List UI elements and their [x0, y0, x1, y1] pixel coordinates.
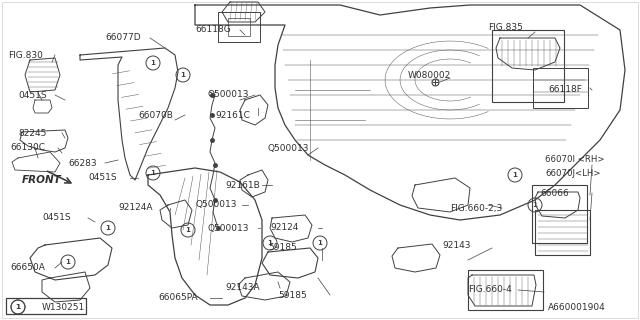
Text: Q500013: Q500013 — [195, 201, 237, 210]
Text: 1: 1 — [186, 227, 191, 233]
Text: 66118G: 66118G — [195, 26, 231, 35]
Bar — [468, 270, 543, 310]
Text: 66070J<LH>: 66070J<LH> — [545, 169, 600, 178]
Text: 92143: 92143 — [442, 241, 470, 250]
Text: 59185: 59185 — [278, 291, 307, 300]
Text: 1: 1 — [65, 259, 70, 265]
Text: FIG.830: FIG.830 — [8, 51, 43, 60]
Text: 66283: 66283 — [68, 158, 97, 167]
Text: 66070B: 66070B — [138, 110, 173, 119]
Text: FIG.660-2,3: FIG.660-2,3 — [450, 204, 502, 212]
Bar — [492, 30, 564, 102]
Text: 1: 1 — [150, 60, 156, 66]
Text: A660001904: A660001904 — [548, 303, 605, 313]
Text: 0451S: 0451S — [18, 91, 47, 100]
Text: W130251: W130251 — [42, 303, 85, 313]
Text: 92124A: 92124A — [118, 204, 152, 212]
Text: FIG.835: FIG.835 — [488, 23, 523, 33]
Bar — [218, 12, 260, 42]
Text: 1: 1 — [532, 202, 538, 208]
Text: 66650A: 66650A — [10, 263, 45, 273]
Text: 92161C: 92161C — [215, 110, 250, 119]
Text: Q500013: Q500013 — [208, 91, 250, 100]
Text: 92124: 92124 — [270, 223, 298, 233]
Text: 82245: 82245 — [18, 129, 46, 138]
Text: 1: 1 — [15, 304, 20, 310]
Text: 1: 1 — [317, 240, 323, 246]
Bar — [532, 185, 587, 243]
Text: Q500013: Q500013 — [268, 143, 310, 153]
Text: 1: 1 — [106, 225, 111, 231]
Text: 92161B: 92161B — [225, 180, 260, 189]
Text: 1: 1 — [150, 170, 156, 176]
Text: FRONT: FRONT — [22, 175, 61, 185]
Text: 59185: 59185 — [268, 244, 297, 252]
Text: 92143A: 92143A — [225, 284, 260, 292]
Bar — [535, 210, 590, 255]
Bar — [228, 18, 250, 36]
Text: 66118F: 66118F — [548, 85, 582, 94]
Text: 1: 1 — [513, 172, 517, 178]
Text: 0451S: 0451S — [88, 173, 116, 182]
Text: W080002: W080002 — [408, 70, 451, 79]
Text: 0451S: 0451S — [42, 213, 70, 222]
Text: Q500013: Q500013 — [208, 223, 250, 233]
Text: 66070I <RH>: 66070I <RH> — [545, 156, 605, 164]
Text: FIG.660-4: FIG.660-4 — [468, 285, 512, 294]
Text: 1: 1 — [15, 304, 20, 310]
Text: 66077D: 66077D — [105, 34, 141, 43]
Bar — [6, 298, 86, 314]
Text: 66066: 66066 — [540, 188, 569, 197]
Bar — [533, 68, 588, 108]
Text: 66065PA: 66065PA — [158, 293, 198, 302]
Text: 66130C: 66130C — [10, 143, 45, 153]
Text: 1: 1 — [180, 72, 186, 78]
Text: 1: 1 — [268, 240, 273, 246]
